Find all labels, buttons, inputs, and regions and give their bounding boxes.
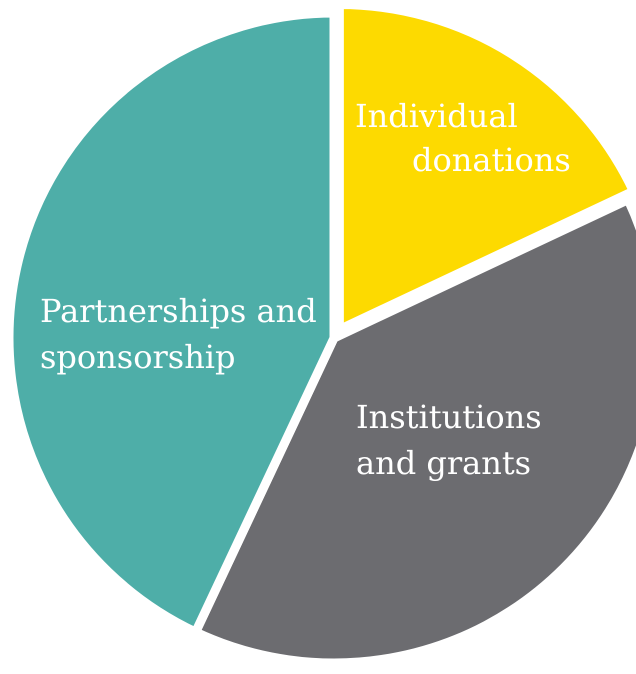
slice-label-individual-donations-line-2: donations (412, 141, 571, 179)
slice-label-partnerships-and-sponsorship: Partnerships and sponsorship (40, 292, 327, 376)
pie-slice-individual-donations (334, 0, 636, 337)
slice-label-partnerships-and-sponsorship-line-2: sponsorship (40, 338, 236, 376)
pie-labels: Individual donations Institutions and gr… (40, 97, 571, 482)
slice-label-institutions-and-grants: Institutions and grants (356, 398, 552, 482)
pie-slice-institutions-and-grants (189, 193, 636, 668)
pie-slices (4, 0, 636, 668)
slice-label-institutions-and-grants-line-2: and grants (356, 444, 531, 482)
slice-label-individual-donations: Individual donations (355, 97, 571, 179)
pie-slice-partnerships-and-sponsorship (4, 8, 339, 639)
slice-label-institutions-and-grants-line-1: Institutions (356, 398, 542, 436)
slice-label-partnerships-and-sponsorship-line-1: Partnerships and (40, 292, 317, 330)
slice-label-individual-donations-line-1: Individual (355, 97, 518, 135)
